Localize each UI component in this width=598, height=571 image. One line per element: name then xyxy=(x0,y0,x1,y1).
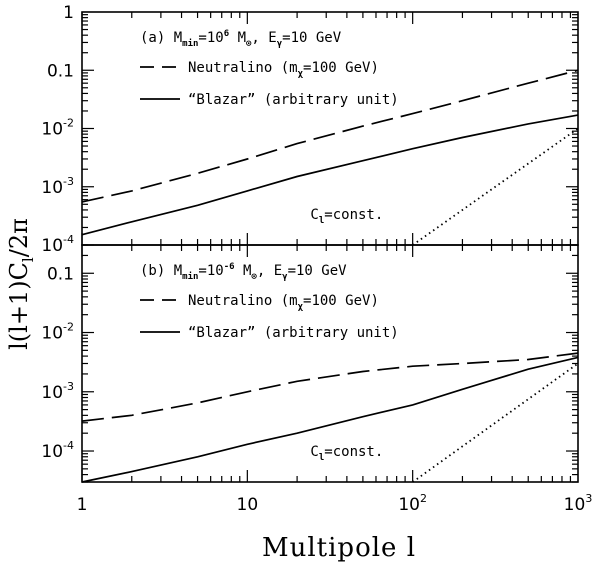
series-dashed-line-a xyxy=(81,69,579,203)
y-tick-label-a: 0.1 xyxy=(47,61,74,81)
y-tick-label-a: 10-4 xyxy=(41,233,74,256)
x-tick-label: 102 xyxy=(398,492,427,515)
panel-annotation-b: (b) Mmin=10-6 M⊙, Eγ=10 GeV xyxy=(140,262,347,282)
y-tick-label-b: 0.1 xyxy=(47,264,74,284)
y-tick-label-b: 10-3 xyxy=(41,380,74,403)
const-label-a: Cl=const. xyxy=(310,207,383,226)
legend-label-dashed-a: Neutralino (mχ=100 GeV) xyxy=(188,60,379,79)
y-tick-label-a: 10-2 xyxy=(41,117,74,140)
legend-label-solid-b: “Blazar” (arbitrary unit) xyxy=(188,325,399,341)
series-dotted-line-b xyxy=(412,362,579,483)
series-solid-line-a xyxy=(81,114,579,236)
y-tick-label-b: 10-2 xyxy=(41,321,74,344)
series-dashed-line-b xyxy=(81,352,579,422)
panel-b: 0.1 10-2 10-3 10-4 1 10 102 103 (b) Mmin=10-6 M⊙… xyxy=(41,244,593,515)
y-axis-label: l(l+1)Cl/2π xyxy=(5,218,37,350)
legend-label-solid-a: “Blazar” (arbitrary unit) xyxy=(188,92,399,108)
x-tick-label: 10 xyxy=(237,495,259,515)
x-tick-label: 103 xyxy=(564,492,593,515)
legend-label-dashed-b: Neutralino (mχ=100 GeV) xyxy=(188,293,379,312)
series-solid-line-b xyxy=(81,356,579,483)
const-label-b: Cl=const. xyxy=(310,444,383,463)
y-tick-label-a: 10-3 xyxy=(41,175,74,198)
y-tick-label-a: 1 xyxy=(63,3,74,23)
series-dotted-line-a xyxy=(412,127,579,246)
panel-annotation-a: (a) Mmin=106 M⊙, Eγ=10 GeV xyxy=(140,29,342,49)
y-tick-label-b: 10-4 xyxy=(41,439,74,462)
x-tick-label: 1 xyxy=(77,495,88,515)
panel-a: 1 0.1 10-2 10-3 10-4 (a) Mmin=106 M⊙, Eγ=10 G… xyxy=(41,3,579,256)
x-axis-label: Multipole l xyxy=(262,533,416,563)
